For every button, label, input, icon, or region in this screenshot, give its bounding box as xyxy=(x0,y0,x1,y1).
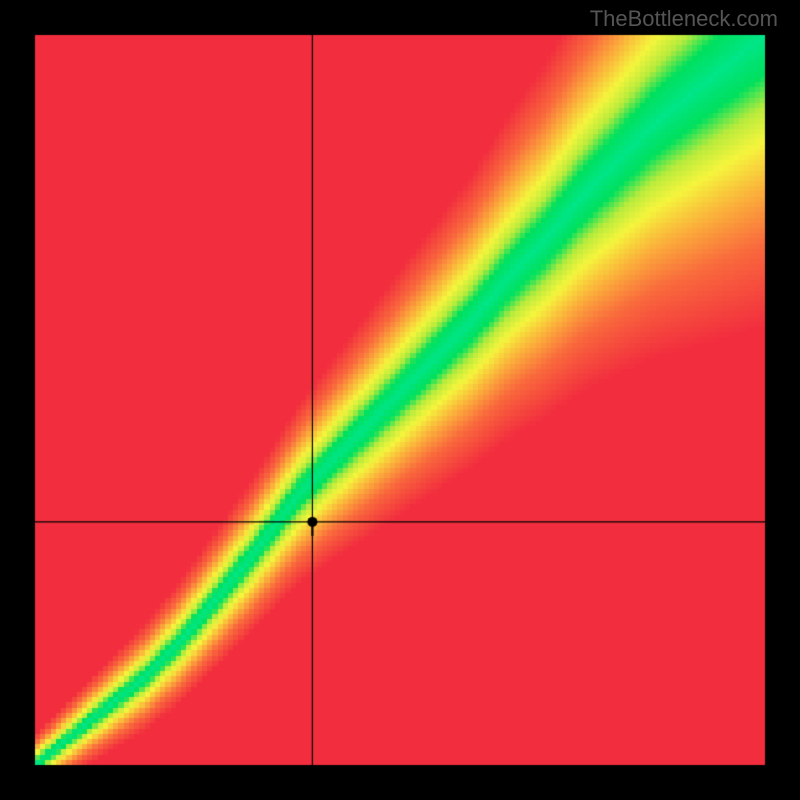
chart-container: TheBottleneck.com xyxy=(0,0,800,800)
watermark-text: TheBottleneck.com xyxy=(590,6,778,32)
bottleneck-heatmap xyxy=(0,0,800,800)
